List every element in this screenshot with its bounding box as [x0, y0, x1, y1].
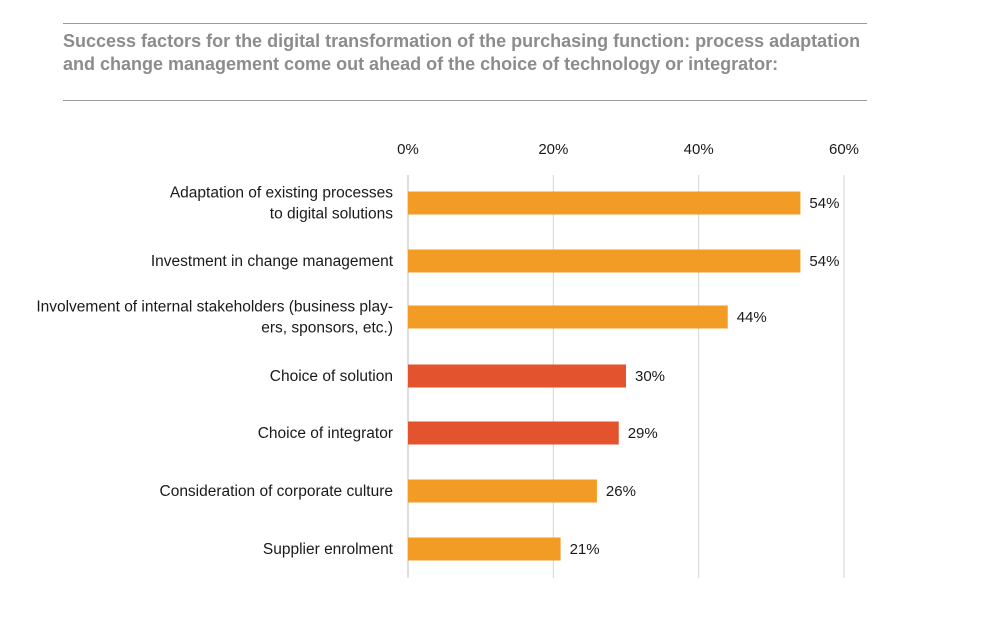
bar — [408, 364, 626, 388]
value-label: 29% — [628, 425, 658, 442]
x-tick-label: 40% — [684, 141, 714, 158]
category-label: Choice of solution — [270, 368, 393, 385]
bar — [408, 479, 597, 503]
value-labels: 54% 54% 44% 30% 29% 26% 21% — [570, 195, 840, 558]
title-rule-top — [63, 23, 867, 24]
category-label: Involvement of internal stakeholders (bu… — [36, 299, 393, 316]
bar — [408, 421, 619, 445]
value-label: 54% — [809, 253, 839, 270]
category-label: ers, sponsors, etc.) — [261, 320, 393, 337]
bar — [408, 537, 561, 561]
x-axis-ticks: 0% 20% 40% 60% — [397, 141, 859, 158]
x-tick-label: 60% — [829, 141, 859, 158]
category-label: Choice of integrator — [258, 425, 393, 442]
x-tick-label: 0% — [397, 141, 419, 158]
category-labels: Adaptation of existing processes to digit… — [36, 185, 393, 559]
category-label: to digital solutions — [270, 206, 393, 223]
value-label: 21% — [570, 541, 600, 558]
category-label: Investment in change management — [151, 253, 394, 270]
title-rule-bottom — [63, 100, 867, 101]
bars — [408, 191, 801, 561]
bar — [408, 305, 728, 329]
value-label: 54% — [809, 195, 839, 212]
category-label: Adaptation of existing processes — [170, 185, 393, 202]
chart-title: Success factors for the digital transfor… — [63, 31, 861, 74]
category-label: Consideration of corporate culture — [160, 483, 394, 500]
value-label: 30% — [635, 368, 665, 385]
bar — [408, 191, 801, 215]
value-label: 26% — [606, 483, 636, 500]
x-tick-label: 20% — [538, 141, 568, 158]
bar — [408, 249, 801, 273]
value-label: 44% — [737, 309, 767, 326]
category-label: Supplier enrolment — [263, 541, 394, 558]
